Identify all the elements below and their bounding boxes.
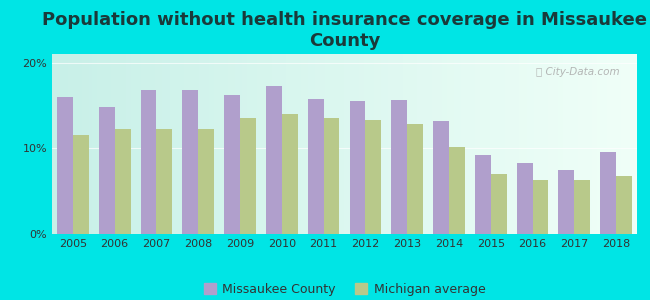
Bar (365, 120, 382, 234)
Title: Population without health insurance coverage in Missaukee
County: Population without health insurance cove… (42, 11, 647, 50)
Bar (616, 176, 632, 234)
Bar (282, 114, 298, 234)
Bar (266, 86, 282, 234)
Bar (407, 124, 423, 234)
Bar (157, 129, 172, 234)
Text: ⓘ City-Data.com: ⓘ City-Data.com (536, 67, 619, 76)
Bar (558, 170, 575, 234)
Bar (449, 147, 465, 234)
Bar (491, 174, 506, 234)
Bar (183, 90, 198, 234)
Bar (198, 129, 214, 234)
Bar (600, 152, 616, 234)
Bar (475, 155, 491, 234)
Bar (433, 121, 449, 234)
Bar (391, 100, 407, 234)
Bar (140, 90, 157, 234)
Bar (99, 107, 114, 234)
Bar (324, 118, 339, 234)
Bar (307, 99, 324, 234)
Bar (73, 135, 89, 234)
Bar (532, 180, 549, 234)
Bar (240, 118, 256, 234)
Bar (575, 180, 590, 234)
Bar (57, 97, 73, 234)
Bar (114, 129, 131, 234)
Bar (517, 163, 532, 234)
Bar (350, 101, 365, 234)
Bar (224, 95, 240, 234)
Legend: Missaukee County, Michigan average: Missaukee County, Michigan average (203, 283, 486, 296)
